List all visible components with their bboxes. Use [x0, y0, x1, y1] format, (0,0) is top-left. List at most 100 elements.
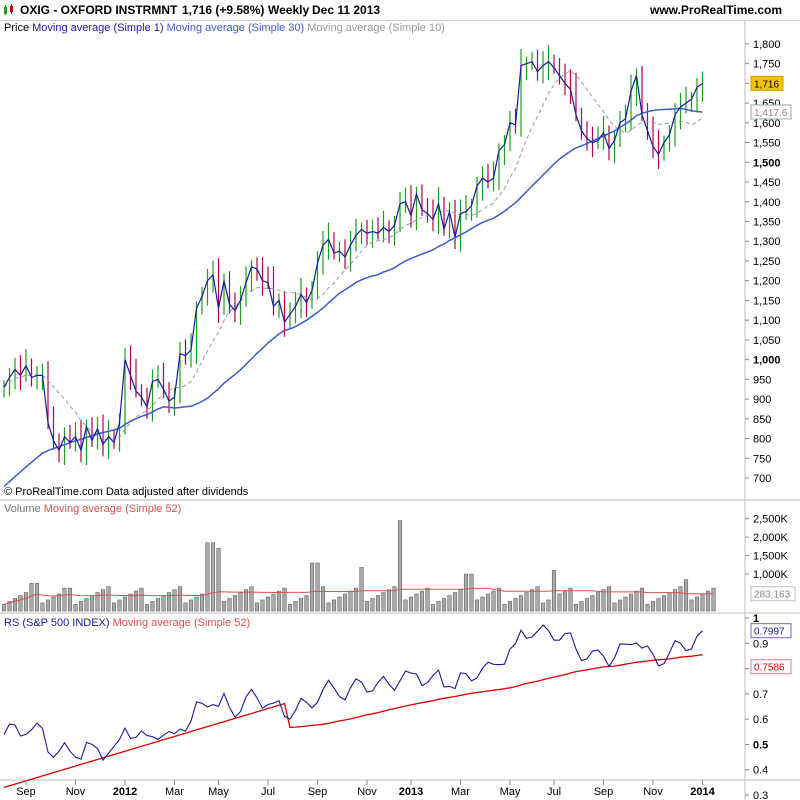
- volume-bar: [375, 595, 381, 612]
- price-tick-label: 1,050: [753, 335, 781, 347]
- volume-bar: [518, 595, 524, 612]
- volume-bar: [392, 586, 397, 612]
- instrument-title: OXIG - OXFORD INSTRMNT: [20, 3, 178, 17]
- volume-bar: [34, 583, 40, 612]
- volume-bar: [260, 599, 265, 612]
- volume-bar: [271, 593, 276, 612]
- volume-bar: [353, 587, 359, 612]
- volume-bar: [282, 587, 287, 612]
- volume-bar: [238, 592, 243, 612]
- volume-bar: [403, 599, 408, 612]
- volume-bar: [177, 586, 183, 612]
- volume-bar: [447, 595, 452, 612]
- volume-bar: [513, 598, 518, 612]
- header-bar: OXIG - OXFORD INSTRMNT 1,716 (+9.58%) We…: [0, 0, 800, 21]
- volume-bar: [623, 596, 628, 612]
- price-tick-label: 1,350: [753, 217, 781, 229]
- volume-bar: [12, 598, 18, 612]
- legend-ma30: Moving average (Simple 30): [166, 22, 305, 34]
- x-tick-label: Nov: [66, 786, 86, 798]
- volume-bar: [144, 604, 150, 612]
- volume-bar: [628, 593, 634, 612]
- last-price-badge-text: 1,716: [754, 79, 779, 90]
- price-legend-prefix: Price: [4, 22, 30, 34]
- x-tick-label: 2012: [113, 786, 137, 798]
- volume-bar: [540, 602, 546, 612]
- volume-bar: [480, 596, 485, 612]
- legend-volume-ma: Moving average (Simple 52): [43, 503, 182, 515]
- x-tick-label: May: [500, 786, 521, 798]
- rs-legend-prefix: RS (S&P 500 INDEX): [4, 617, 110, 629]
- price-tick-label: 1,600: [753, 118, 781, 130]
- volume-bar: [210, 542, 216, 612]
- price-tick-label: 800: [753, 434, 771, 446]
- volume-bar: [62, 587, 67, 612]
- volume-bar: [546, 599, 551, 612]
- x-tick-label: Sep: [308, 786, 328, 798]
- volume-bar: [172, 589, 177, 612]
- volume-bar: [342, 593, 348, 612]
- volume-bar: [386, 589, 392, 612]
- volume-ma-badge: [750, 586, 796, 602]
- volume-bar: [469, 573, 474, 612]
- volume-bar: [645, 604, 650, 612]
- ma1-line: [3, 60, 703, 453]
- volume-bar: [304, 595, 309, 612]
- legend-ma1: Moving average (Simple 1): [32, 22, 164, 34]
- volume-bar: [667, 592, 672, 612]
- volume-bar: [309, 562, 315, 612]
- volume-bar: [23, 592, 29, 612]
- volume-ma-badge-text: 283,163: [754, 590, 791, 601]
- volume-bar: [161, 595, 166, 612]
- volume-bar: [320, 586, 326, 612]
- price-tick-label: 1,100: [753, 315, 781, 327]
- rs-badge: [750, 623, 792, 639]
- volume-bar: [18, 595, 23, 612]
- volume-bar: [117, 599, 122, 612]
- volume-bar: [139, 587, 144, 612]
- volume-bar: [166, 592, 172, 612]
- volume-bar: [254, 602, 260, 612]
- rs-tick-label: 0.3: [753, 790, 768, 800]
- volume-bar: [700, 593, 705, 612]
- volume-bar: [95, 592, 100, 612]
- x-tick-label: Mar: [165, 786, 184, 798]
- volume-bar: [452, 592, 458, 612]
- volume-bar: [595, 592, 601, 612]
- volume-bar: [535, 586, 540, 612]
- volume-bar: [73, 604, 78, 612]
- ma10-line: [3, 69, 703, 441]
- volume-bar: [381, 592, 386, 612]
- volume-bar: [150, 601, 155, 612]
- volume-bar: [689, 599, 694, 612]
- volume-bar: [188, 599, 194, 612]
- ma30-line: [3, 107, 703, 488]
- last-price-badge: [750, 75, 784, 91]
- copyright-footer: © ProRealTime.com Data adjusted after di…: [4, 486, 249, 498]
- volume-bar: [276, 590, 282, 612]
- volume-bar: [524, 592, 529, 612]
- volume-bar: [205, 542, 210, 612]
- rs-ma-line: [3, 654, 703, 789]
- volume-bar: [133, 590, 139, 612]
- volume-bar: [331, 599, 337, 612]
- volume-bar: [496, 587, 502, 612]
- volume-bar: [216, 547, 221, 612]
- rs-tick-label: 1: [753, 613, 759, 625]
- volume-bar: [122, 596, 128, 612]
- rs-line: [3, 624, 703, 762]
- volume-bar: [612, 602, 617, 612]
- rs-tick-label: 0.5: [753, 739, 768, 751]
- volume-bar: [425, 587, 430, 612]
- volume-bar: [232, 595, 238, 612]
- price-tick-label: 850: [753, 414, 771, 426]
- price-tick-label: 1,150: [753, 295, 781, 307]
- volume-bar: [128, 593, 133, 612]
- volume-bar: [249, 586, 254, 612]
- x-tick-label: Sep: [594, 786, 614, 798]
- candlestick-logo-icon: [4, 4, 13, 15]
- volume-bar: [507, 601, 513, 612]
- x-tick-label: 2013: [399, 786, 423, 798]
- volume-bar: [56, 593, 62, 612]
